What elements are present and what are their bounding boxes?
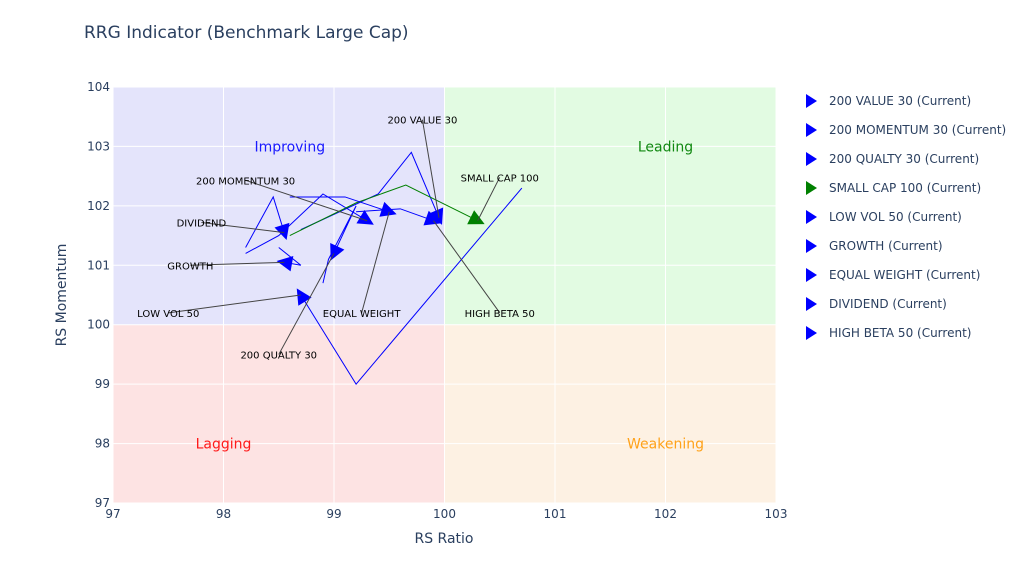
- high-beta-50-annotation-label: HIGH BETA 50: [465, 309, 535, 320]
- legend-item-growth[interactable]: GROWTH (Current): [806, 239, 943, 253]
- quadrant-labels: Improving Leading Lagging Weakening: [196, 139, 704, 452]
- y-tick-label: 104: [87, 80, 110, 94]
- low-vol-50-tail: [300, 187, 523, 385]
- legend-marker-equal-weight: [806, 268, 817, 282]
- 200-momentum-30-tail: [245, 193, 368, 254]
- legend-item-small-cap-100[interactable]: SMALL CAP 100 (Current): [806, 181, 981, 195]
- legend-label-high-beta-50: HIGH BETA 50 (Current): [829, 326, 971, 340]
- legend-item-high-beta-50[interactable]: HIGH BETA 50 (Current): [806, 326, 971, 340]
- legend-label-dividend: DIVIDEND (Current): [829, 297, 947, 311]
- dividend-current-marker[interactable]: [274, 222, 290, 241]
- y-tick-label: 97: [95, 496, 110, 510]
- quadrant-label-leading: Leading: [638, 139, 693, 155]
- 200-qualty-30-annotation-label: 200 QUALTY 30: [240, 350, 317, 361]
- high-beta-50-current-marker[interactable]: [423, 210, 441, 226]
- equal-weight-tail: [289, 196, 390, 213]
- legend-label-200-qualty-30: 200 QUALTY 30 (Current): [829, 152, 979, 166]
- legend-label-200-momentum-30: 200 MOMENTUM 30 (Current): [829, 123, 1006, 137]
- x-tick-label: 103: [765, 507, 788, 521]
- legend-marker-200-value-30: [806, 94, 817, 108]
- legend-marker-200-qualty-30: [806, 152, 817, 166]
- low-vol-50-current-marker[interactable]: [296, 288, 312, 306]
- 200-momentum-30-current-marker[interactable]: [356, 210, 374, 225]
- y-axis-label: RS Momentum: [54, 244, 70, 347]
- legend[interactable]: 200 VALUE 30 (Current) 200 MOMENTUM 30 (C…: [806, 94, 1006, 340]
- chart-title: RRG Indicator (Benchmark Large Cap): [84, 23, 409, 43]
- equal-weight-annotation-label: EQUAL WEIGHT: [323, 309, 402, 320]
- quadrant-lagging: [113, 324, 445, 503]
- legend-item-dividend[interactable]: DIVIDEND (Current): [806, 297, 947, 311]
- legend-item-200-value-30[interactable]: 200 VALUE 30 (Current): [806, 94, 971, 108]
- 200-value-30-annotation-arrow: [421, 119, 440, 218]
- dividend-tail: [245, 195, 285, 248]
- quadrant-label-weakening: Weakening: [627, 437, 704, 453]
- legend-item-200-momentum-30[interactable]: 200 MOMENTUM 30 (Current): [806, 123, 1006, 137]
- high-beta-50-tail: [356, 208, 434, 222]
- legend-marker-high-beta-50: [806, 326, 817, 340]
- 200-qualty-30-tail: [322, 205, 357, 284]
- 200-momentum-30-annotation-arrow: [245, 179, 368, 222]
- 200-qualty-30-current-marker[interactable]: [330, 243, 345, 261]
- low-vol-50-annotation-label: LOW VOL 50: [137, 309, 199, 320]
- small-cap-100-current-marker[interactable]: [467, 210, 485, 225]
- y-axis-ticks: 97 98 99 100 101 102 103 104: [87, 80, 110, 510]
- dividend-annotation-label: DIVIDEND: [177, 218, 227, 229]
- small-cap-100-annotation-arrow: [477, 177, 501, 221]
- legend-marker-low-vol-50: [806, 210, 817, 224]
- equal-weight-annotation-arrow: [361, 211, 390, 313]
- quadrant-label-lagging: Lagging: [196, 437, 252, 453]
- y-tick-label: 99: [95, 377, 110, 391]
- 200-qualty-30-annotation-arrow: [278, 253, 335, 355]
- growth-current-marker[interactable]: [276, 256, 294, 272]
- series-traces: [245, 151, 523, 385]
- x-tick-label: 102: [654, 507, 677, 521]
- growth-annotation-label: GROWTH: [167, 261, 213, 272]
- y-tick-label: 101: [87, 258, 110, 272]
- 200-value-30-annotation-label: 200 VALUE 30: [387, 116, 457, 127]
- small-cap-100-annotation-label: SMALL CAP 100: [461, 173, 539, 184]
- y-tick-label: 103: [87, 139, 110, 153]
- legend-item-200-qualty-30[interactable]: 200 QUALTY 30 (Current): [806, 152, 979, 166]
- grid-lines: [112, 86, 777, 504]
- x-tick-label: 97: [105, 507, 120, 521]
- legend-marker-dividend: [806, 297, 817, 311]
- legend-item-low-vol-50[interactable]: LOW VOL 50 (Current): [806, 210, 962, 224]
- y-tick-label: 102: [87, 199, 110, 213]
- x-tick-label: 101: [544, 507, 567, 521]
- x-axis-ticks: 97 98 99 100 101 102 103: [105, 507, 787, 521]
- y-tick-label: 100: [87, 318, 110, 332]
- high-beta-50-annotation-arrow: [433, 220, 501, 314]
- y-tick-label: 98: [95, 437, 110, 451]
- growth-annotation-arrow: [190, 261, 285, 266]
- 200-value-30-current-marker[interactable]: [428, 207, 444, 225]
- x-tick-label: 99: [326, 507, 341, 521]
- legend-marker-200-momentum-30: [806, 123, 817, 137]
- low-vol-50-annotation-arrow: [168, 294, 301, 314]
- legend-label-low-vol-50: LOW VOL 50 (Current): [829, 210, 962, 224]
- legend-label-equal-weight: EQUAL WEIGHT (Current): [829, 268, 980, 282]
- legend-label-growth: GROWTH (Current): [829, 239, 943, 253]
- quadrant-label-improving: Improving: [254, 139, 325, 155]
- small-cap-100-tail: [289, 184, 478, 237]
- x-tick-label: 100: [433, 507, 456, 521]
- dividend-annotation-arrow: [201, 222, 285, 234]
- x-tick-label: 98: [216, 507, 231, 521]
- series-annotations: 200 VALUE 30 200 MOMENTUM 30 200 QUALTY 30…: [137, 116, 539, 362]
- x-axis-label: RS Ratio: [414, 531, 473, 547]
- 200-momentum-30-annotation-label: 200 MOMENTUM 30: [196, 176, 295, 187]
- legend-label-small-cap-100: SMALL CAP 100 (Current): [829, 181, 981, 195]
- legend-item-equal-weight[interactable]: EQUAL WEIGHT (Current): [806, 268, 980, 282]
- legend-marker-small-cap-100: [806, 181, 817, 195]
- legend-marker-growth: [806, 239, 817, 253]
- legend-label-200-value-30: 200 VALUE 30 (Current): [829, 94, 971, 108]
- quadrant-weakening: [444, 324, 776, 503]
